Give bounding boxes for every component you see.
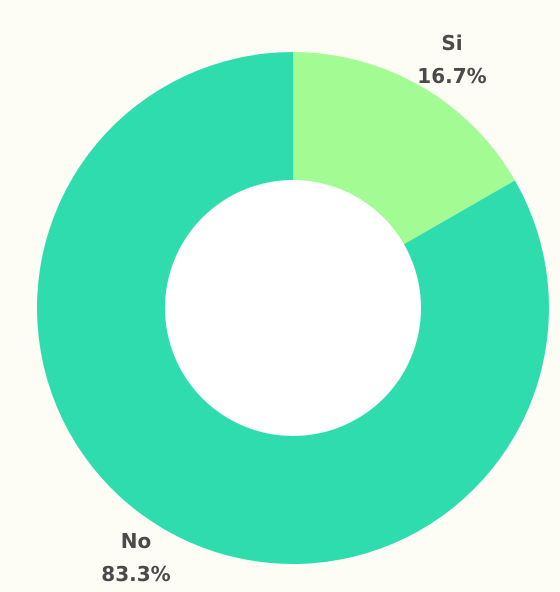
donut-hole (165, 180, 421, 436)
slice-label-name-si: Si (441, 31, 462, 55)
slice-label-pct-si: 16.7% (417, 64, 486, 88)
slice-label-name-no: No (121, 529, 151, 553)
slice-label-pct-no: 83.3% (101, 562, 170, 586)
labels-layer: Si 16.7% No 83.3% (101, 31, 486, 586)
